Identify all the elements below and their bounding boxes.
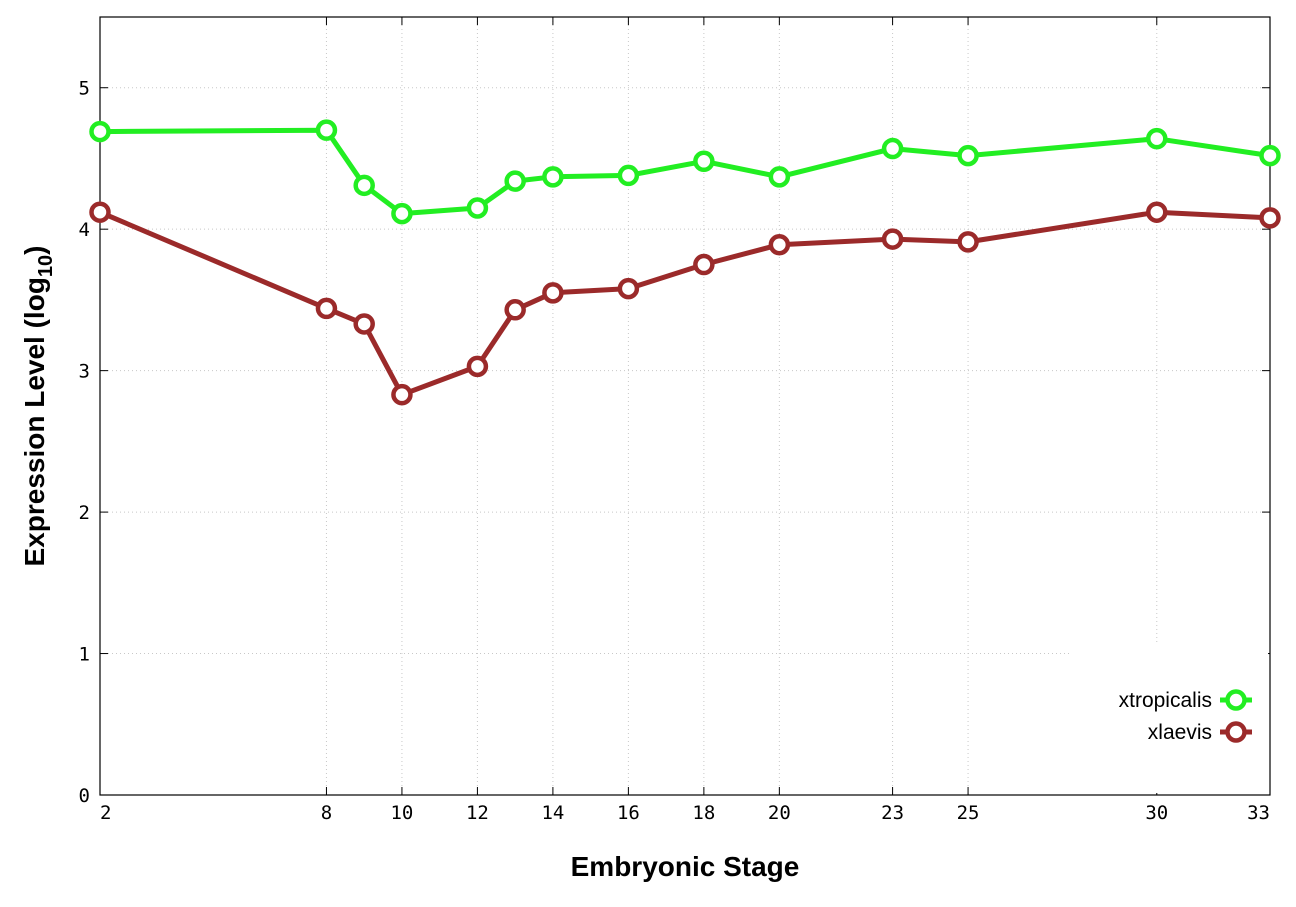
y-tick-label: 0	[79, 785, 90, 807]
data-point-xtropicalis	[881, 137, 904, 160]
x-tick-label: 12	[466, 802, 489, 824]
data-point-xlaevis	[693, 253, 715, 276]
legend-marker-xtropicalis	[1225, 689, 1247, 711]
legend: xtropicalis xlaevis	[1072, 643, 1268, 793]
series-xtropicalis	[89, 119, 1281, 225]
data-point-xlaevis	[466, 355, 489, 378]
x-tick-label: 8	[321, 802, 332, 824]
y-axis-title-subscript: 10	[35, 255, 57, 277]
y-tick-label: 2	[79, 502, 90, 524]
legend-label-xtropicalis: xtropicalis	[1119, 689, 1212, 712]
data-point-xtropicalis	[1259, 144, 1281, 167]
data-point-xlaevis	[89, 201, 111, 223]
data-point-xlaevis	[957, 231, 979, 253]
data-point-xtropicalis	[693, 150, 715, 173]
series-xlaevis	[89, 201, 1281, 406]
x-tick-label: 20	[768, 802, 791, 824]
data-point-xtropicalis	[504, 170, 526, 192]
x-tick-label: 30	[1145, 802, 1168, 824]
legend-label-xlaevis: xlaevis	[1148, 721, 1212, 744]
x-tick-label: 14	[541, 802, 564, 824]
data-point-xlaevis	[1259, 207, 1281, 229]
x-tick-label: 10	[390, 802, 413, 824]
data-point-xtropicalis	[466, 197, 489, 219]
y-axis-title: Expression Level (log10)	[19, 246, 57, 567]
data-point-xlaevis	[391, 383, 413, 406]
data-point-xtropicalis	[617, 164, 640, 187]
data-point-xtropicalis	[542, 166, 564, 188]
grid-lines	[100, 17, 1270, 795]
x-axis-title: Embryonic Stage	[571, 851, 800, 882]
data-point-xlaevis	[315, 297, 338, 320]
data-point-xlaevis	[1146, 201, 1168, 223]
data-point-xtropicalis	[315, 119, 338, 141]
y-tick-label: 3	[79, 361, 90, 383]
x-tick-label: 16	[617, 802, 640, 824]
x-tick-label: 23	[881, 802, 904, 824]
series-line-xtropicalis	[99, 127, 1271, 217]
data-point-xlaevis	[617, 277, 640, 300]
data-point-xtropicalis	[353, 174, 375, 197]
x-tick-label: 18	[692, 802, 715, 824]
y-tick-label: 4	[79, 219, 90, 241]
y-tick-label: 1	[79, 644, 90, 666]
data-point-xlaevis	[504, 299, 526, 321]
plot-frame	[99, 16, 1271, 796]
data-point-xtropicalis	[391, 202, 413, 225]
series-layer	[89, 119, 1281, 406]
data-point-xlaevis	[881, 228, 904, 250]
data-point-xtropicalis	[768, 166, 791, 188]
data-point-xtropicalis	[89, 120, 111, 143]
legend-marker-xlaevis	[1225, 721, 1247, 743]
data-point-xtropicalis	[957, 144, 979, 167]
data-point-xlaevis	[768, 233, 791, 256]
legend-box	[1072, 643, 1268, 793]
data-point-xlaevis	[542, 282, 564, 304]
x-tick-label: 25	[957, 802, 980, 824]
x-tick-label: 2	[100, 802, 111, 824]
series-line-xlaevis	[99, 209, 1271, 398]
data-point-xlaevis	[353, 313, 375, 335]
x-tick-label: 33	[1247, 802, 1270, 824]
data-point-xtropicalis	[1146, 127, 1168, 150]
y-axis-title-close: )	[19, 246, 50, 255]
y-tick-label: 5	[79, 78, 90, 100]
y-axis-title-main: Expression Level (log	[19, 277, 50, 566]
